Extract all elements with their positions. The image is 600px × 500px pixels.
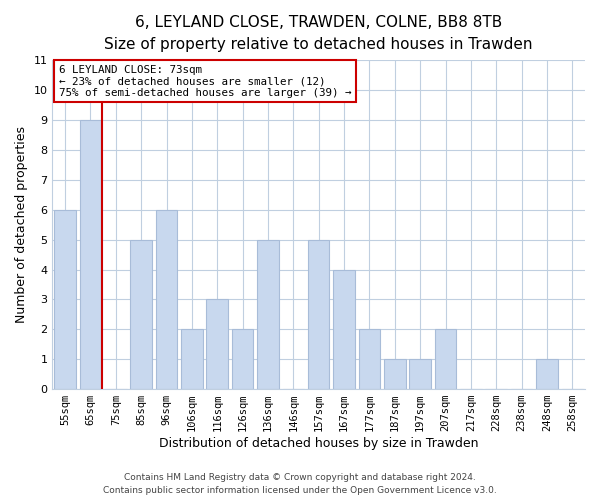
Bar bbox=[232, 330, 253, 389]
Bar bbox=[156, 210, 178, 389]
Bar bbox=[333, 270, 355, 389]
Text: Contains HM Land Registry data © Crown copyright and database right 2024.
Contai: Contains HM Land Registry data © Crown c… bbox=[103, 474, 497, 495]
Bar bbox=[359, 330, 380, 389]
Bar bbox=[409, 359, 431, 389]
Title: 6, LEYLAND CLOSE, TRAWDEN, COLNE, BB8 8TB
Size of property relative to detached : 6, LEYLAND CLOSE, TRAWDEN, COLNE, BB8 8T… bbox=[104, 15, 533, 52]
Bar bbox=[257, 240, 279, 389]
Bar bbox=[384, 359, 406, 389]
Bar bbox=[130, 240, 152, 389]
Bar bbox=[308, 240, 329, 389]
Text: 6 LEYLAND CLOSE: 73sqm
← 23% of detached houses are smaller (12)
75% of semi-det: 6 LEYLAND CLOSE: 73sqm ← 23% of detached… bbox=[59, 64, 351, 98]
Bar bbox=[206, 300, 228, 389]
Bar bbox=[435, 330, 456, 389]
X-axis label: Distribution of detached houses by size in Trawden: Distribution of detached houses by size … bbox=[159, 437, 478, 450]
Y-axis label: Number of detached properties: Number of detached properties bbox=[15, 126, 28, 323]
Bar bbox=[80, 120, 101, 389]
Bar bbox=[55, 210, 76, 389]
Bar bbox=[536, 359, 558, 389]
Bar bbox=[181, 330, 203, 389]
